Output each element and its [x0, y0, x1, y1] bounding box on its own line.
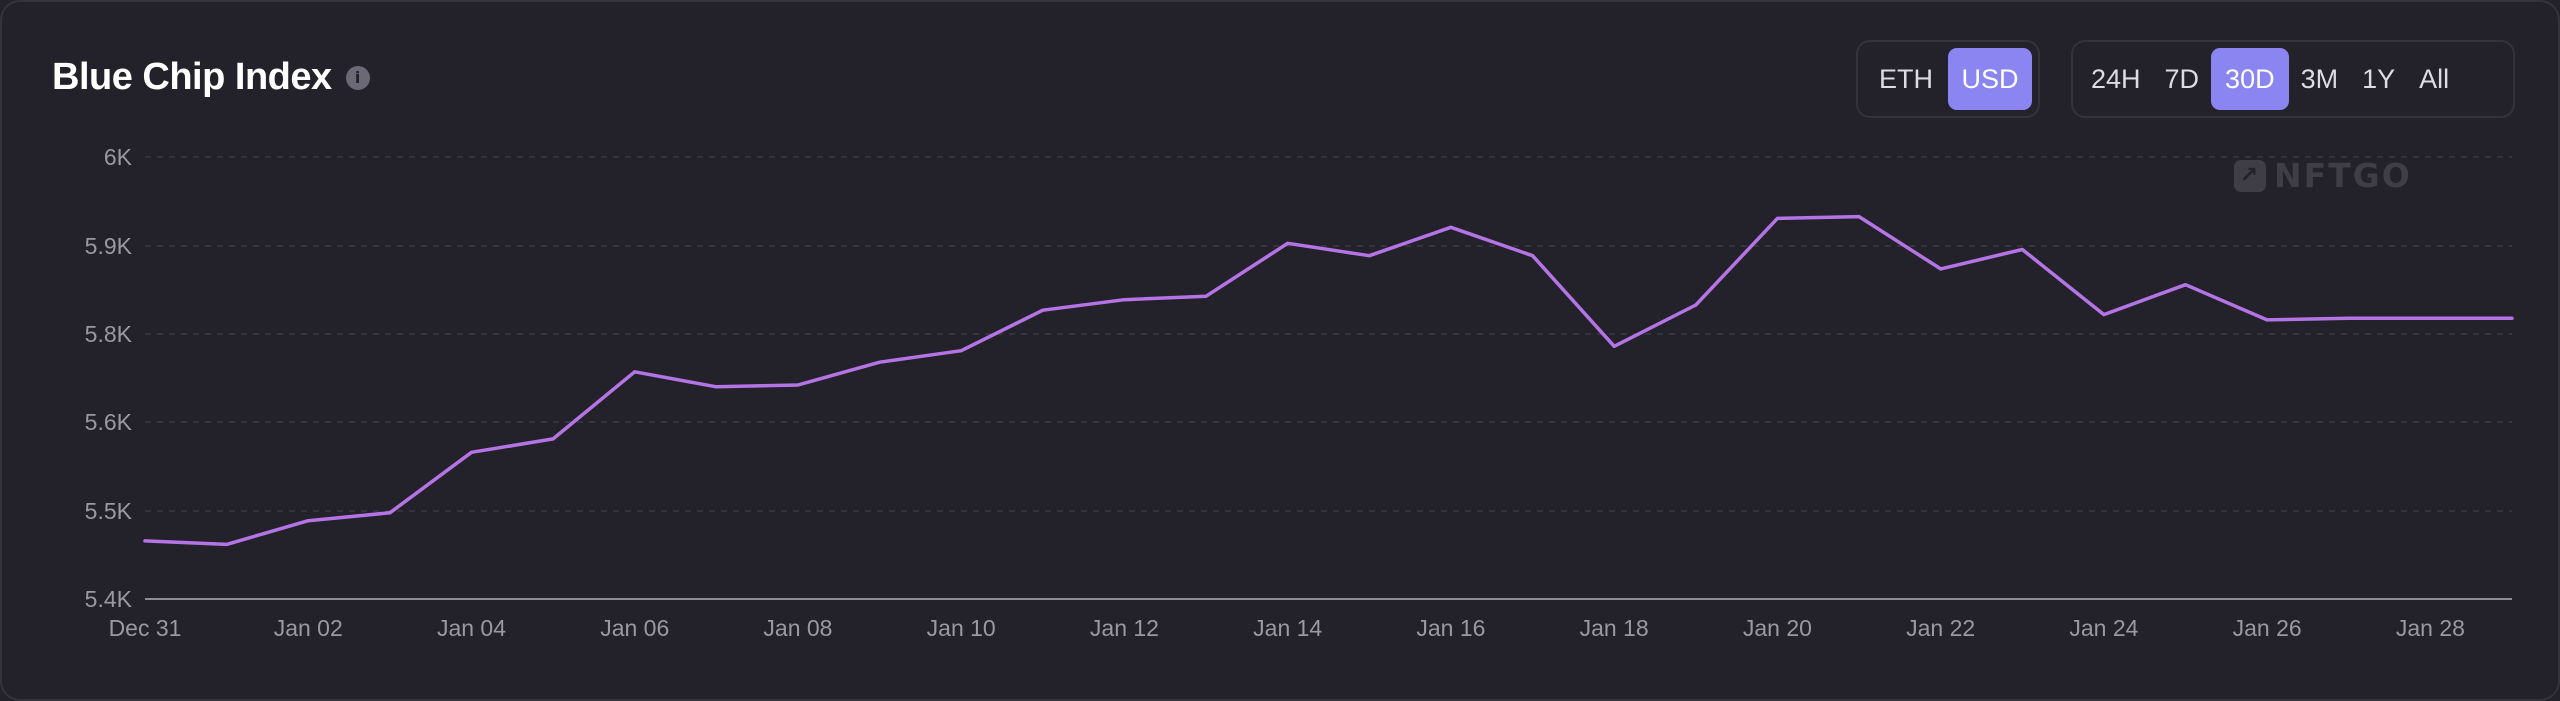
y-tick-label: 6K [104, 144, 133, 170]
x-tick-label: Jan 06 [600, 615, 669, 641]
x-tick-label: Jan 24 [2069, 615, 2138, 641]
y-tick-label: 5.8K [85, 321, 133, 347]
range-1y-button[interactable]: 1Y [2362, 63, 2396, 94]
x-tick-label: Jan 12 [1090, 615, 1159, 641]
currency-toggle: ETH USD [1856, 40, 2040, 118]
x-tick-label: Jan 10 [927, 615, 996, 641]
series-line [143, 214, 2514, 547]
x-tick-label: Dec 31 [109, 615, 182, 641]
y-tick-label: 5.4K [85, 586, 133, 612]
currency-usd-button[interactable]: USD [1948, 48, 2032, 110]
range-30d-button[interactable]: 30D [2211, 48, 2289, 110]
x-tick-label: Jan 18 [1580, 615, 1649, 641]
range-all-button[interactable]: All [2419, 63, 2450, 94]
title-row: Blue Chip Index i [52, 56, 370, 99]
x-tick-label: Jan 04 [437, 615, 506, 641]
x-tick-label: Jan 16 [1416, 615, 1485, 641]
nftgo-watermark: ↗ NFTGO [2234, 156, 2412, 195]
range-24h-button[interactable]: 24H [2091, 63, 2141, 94]
x-tick-label: Jan 28 [2396, 615, 2465, 641]
currency-eth-button[interactable]: ETH [1879, 63, 1933, 94]
x-tick-label: Jan 02 [274, 615, 343, 641]
x-axis-ticks: Dec 31 Jan 02 Jan 04 Jan 06 Jan 08 Jan 10 Jan … [109, 615, 2465, 641]
y-axis-ticks: 5.4K 5.5K 5.6K 5.8K 5.9K 6K [85, 144, 133, 612]
range-7d-button[interactable]: 7D [2164, 63, 2200, 94]
nftgo-logo-icon: ↗ [2234, 159, 2266, 192]
y-tick-label: 5.9K [85, 233, 133, 259]
series-layer [143, 214, 2514, 547]
y-tick-label: 5.6K [85, 409, 133, 435]
time-range-toggle: 24H 7D 30D 3M 1Y All [2071, 40, 2515, 118]
page-title: Blue Chip Index [52, 56, 332, 98]
range-3m-button[interactable]: 3M [2300, 63, 2339, 94]
x-tick-label: Jan 20 [1743, 615, 1812, 641]
info-icon[interactable]: i [345, 65, 370, 90]
x-tick-label: Jan 14 [1253, 615, 1322, 641]
watermark-text: NFTGO [2274, 156, 2412, 195]
grid-lines [145, 156, 2512, 600]
x-tick-label: Jan 08 [763, 615, 832, 641]
x-tick-label: Jan 22 [1906, 615, 1975, 641]
y-tick-label: 5.5K [85, 498, 133, 524]
x-tick-label: Jan 26 [2233, 615, 2302, 641]
